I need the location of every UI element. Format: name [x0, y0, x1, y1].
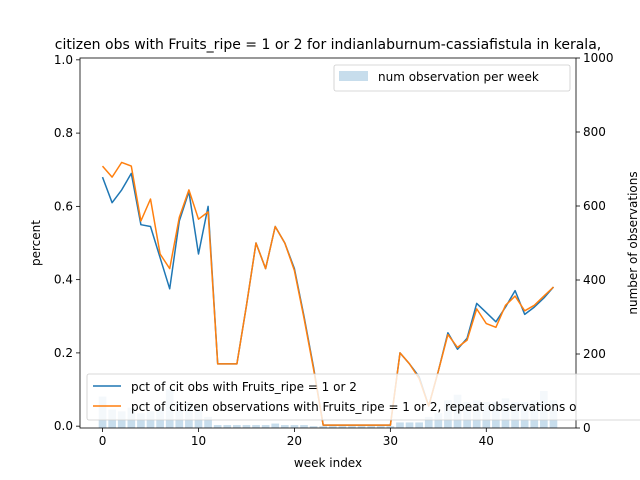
lines-layer [101, 161, 555, 426]
legend-bars-label: num observation per week [378, 70, 539, 84]
y2-tick-label: 800 [583, 125, 606, 139]
x-tick-label: 20 [287, 434, 302, 448]
x-tick-label: 40 [479, 434, 494, 448]
y-tick-label: 0.8 [54, 126, 73, 140]
bar [223, 425, 232, 428]
y2-tick-label: 1000 [583, 51, 614, 65]
legend-bars: num observation per week [333, 64, 571, 92]
bar [328, 426, 337, 428]
bar [338, 426, 347, 428]
axes-frame [79, 57, 577, 429]
y2-ticks: 0 200 400 600 800 1000 [576, 51, 614, 435]
y2-tick-label: 400 [583, 273, 606, 287]
bar [252, 425, 260, 428]
bar [309, 426, 318, 428]
bar [233, 425, 241, 428]
y-tick-label: 0.6 [54, 199, 73, 213]
x-ticks: 0 10 20 30 40 [99, 428, 494, 448]
bar [290, 425, 299, 428]
bar [261, 425, 270, 428]
y2-tick-label: 200 [583, 347, 606, 361]
bar [367, 426, 376, 428]
y-axis-label: percent [29, 220, 43, 266]
x-tick-label: 30 [383, 434, 398, 448]
bar [434, 413, 443, 428]
y2-axis-label: number of observations [626, 171, 640, 314]
legend-lines: pct of cit obs with Fruits_ripe = 1 or 2… [86, 373, 640, 421]
bar [319, 426, 328, 428]
bar [424, 416, 433, 428]
y-tick-label: 0.4 [54, 273, 73, 287]
legend-lines-frame [86, 373, 640, 421]
x-axis-label: week index [294, 456, 362, 470]
bar [348, 426, 356, 428]
bar [386, 426, 395, 428]
bar [415, 422, 423, 428]
series-line-2 [101, 161, 555, 426]
bar [137, 413, 145, 428]
bar [396, 422, 404, 428]
bar [271, 423, 280, 428]
x-tick-label: 10 [191, 434, 206, 448]
bar [242, 425, 251, 428]
bar [204, 416, 212, 428]
bar [376, 426, 385, 428]
y2-tick-label: 0 [583, 421, 591, 435]
chart-title: citizen obs with Fruits_ripe = 1 or 2 fo… [55, 37, 601, 53]
bar [213, 425, 222, 428]
bar [300, 425, 308, 428]
y-tick-label: 0.0 [54, 419, 73, 433]
legend-bars-swatch [339, 71, 368, 81]
legend-bars-frame [333, 64, 571, 92]
y-ticks: 0.0 0.2 0.4 0.6 0.8 1.0 [54, 53, 80, 433]
y-tick-label: 1.0 [54, 53, 73, 67]
bar [357, 426, 366, 428]
x-tick-label: 0 [99, 434, 107, 448]
bar [280, 425, 289, 428]
legend-line-1-label: pct of cit obs with Fruits_ripe = 1 or 2 [131, 380, 357, 394]
legend-line-2-label: pct of citizen observations with Fruits_… [131, 400, 576, 414]
y2-tick-label: 600 [583, 199, 606, 213]
bar [405, 422, 414, 428]
y-tick-label: 0.2 [54, 346, 73, 360]
